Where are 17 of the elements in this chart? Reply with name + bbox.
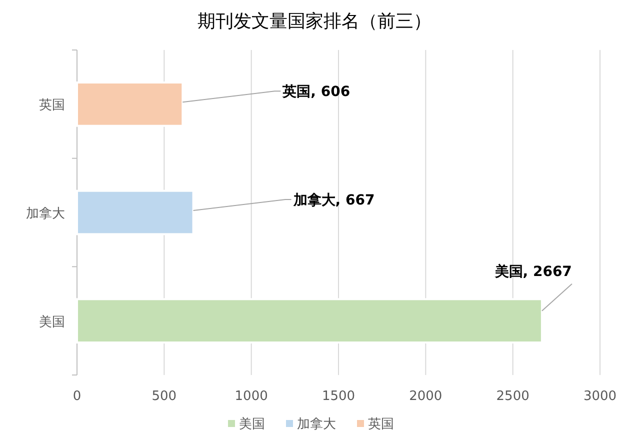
data-label: 英国, 606 <box>282 84 350 100</box>
x-tick-label: 1000 <box>234 389 268 404</box>
legend-label: 加拿大 <box>297 417 336 432</box>
x-tick-label: 2000 <box>409 389 442 404</box>
chart-title: 期刊发文量国家排名（前三） <box>198 11 432 32</box>
y-tick-label: 美国 <box>39 314 65 330</box>
data-label: 加拿大, 667 <box>292 192 375 208</box>
y-tick-label: 加拿大 <box>26 206 65 222</box>
x-tick-label: 1500 <box>322 389 356 404</box>
legend-label: 美国 <box>239 416 265 432</box>
y-tick-label: 英国 <box>39 98 65 114</box>
data-label: 美国, 2667 <box>494 262 572 280</box>
x-tick-label: 2500 <box>496 389 530 404</box>
x-tick-label: 0 <box>72 389 82 404</box>
x-tick-label: 3000 <box>583 389 617 404</box>
x-tick-label: 500 <box>152 389 177 404</box>
legend-label: 英国 <box>368 417 394 432</box>
